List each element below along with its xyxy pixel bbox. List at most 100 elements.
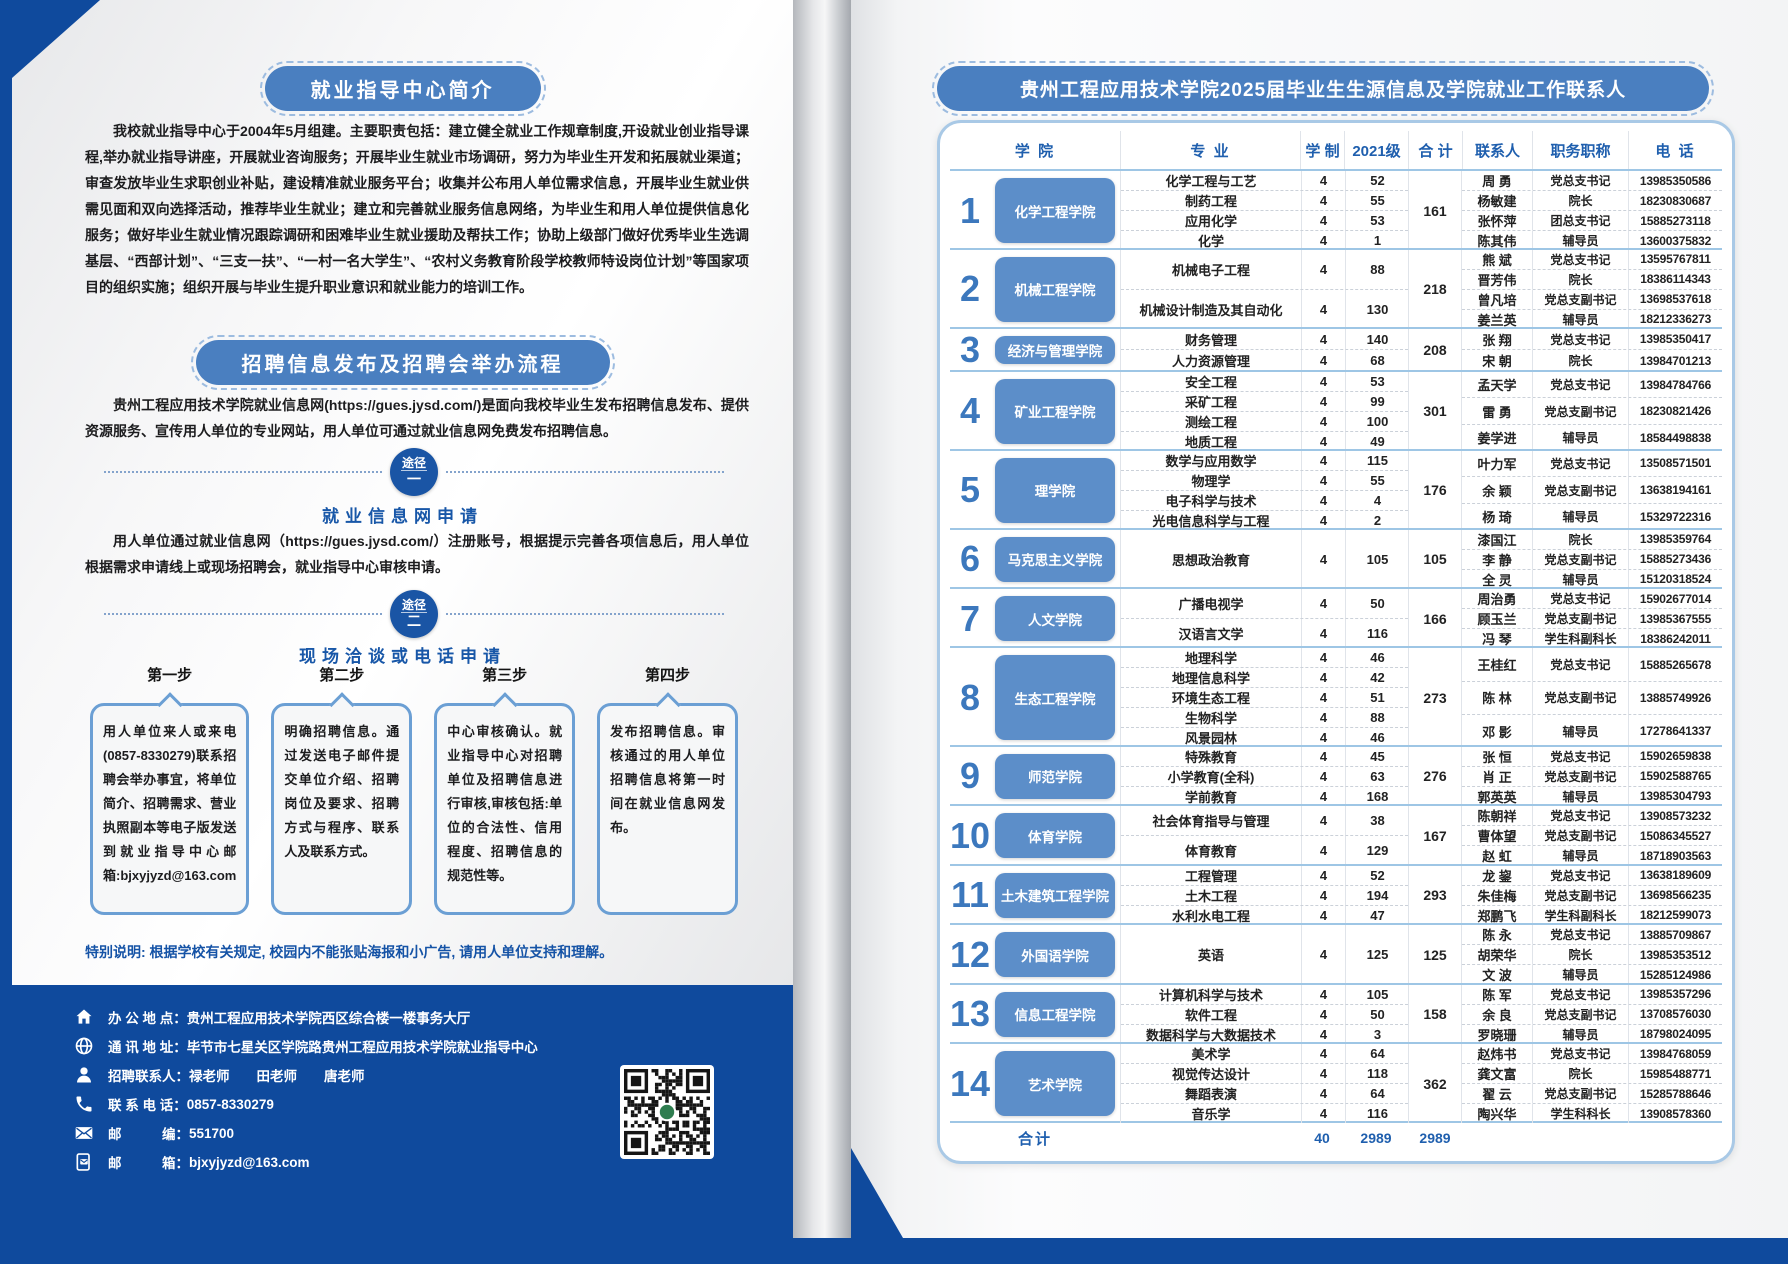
contact-row: 姜兰英 辅导员 18212336273: [1462, 308, 1722, 329]
contacts-column: 赵炜书 党总支书记 13984768059 龚文富 院长 15985488771 翟 云党总…: [1462, 1044, 1722, 1124]
major-row: 美术学 4 64: [1121, 1044, 1408, 1064]
step-1-text: 用人单位来人或来电(0857-8330279)联系招聘会举办事宜，将单位简介、招…: [103, 724, 237, 883]
step-3-bubble: 中心审核确认。就业指导中心对招聘单位及招聘信息进行审核,审核包括:单位的合法性、…: [434, 703, 576, 915]
major-row: 制药工程 4 55: [1121, 190, 1408, 210]
major-years: 4: [1301, 925, 1345, 985]
college-badge: 化学工程学院: [995, 178, 1115, 243]
contact-title: 辅导员: [1532, 569, 1628, 589]
table-group: 7 人文学院 广播电视学 4 50 汉语言文学 4 116 166 周治勇 党总支书记 1590267…: [950, 587, 1722, 649]
contact-row: 陈朝祥 党总支书记 13908573232: [1462, 806, 1722, 826]
contact-title: 团总支书记: [1532, 211, 1628, 230]
contact-title: 辅导员: [1532, 786, 1628, 806]
college-badge: 土木建筑工程学院: [995, 872, 1115, 918]
major-years: 4: [1301, 411, 1345, 431]
contact-phone: 18212336273: [1628, 309, 1722, 329]
section2-intro: 贵州工程应用技术学院就业信息网(https://gues.jysd.com/)是…: [85, 397, 749, 439]
contact-name: 余 颖: [1482, 483, 1512, 499]
major-years: 4: [1301, 231, 1345, 250]
contact-title: 院长: [1532, 945, 1628, 965]
majors-column: 特殊教育 4 45 小学教育(全科) 4 63 学前教育 4 168: [1120, 746, 1408, 806]
contact-phone: 18718903563: [1628, 846, 1722, 866]
major-count: 38: [1345, 806, 1409, 836]
major-count: 125: [1345, 925, 1409, 985]
table-group: 9 师范学院 特殊教育 4 45 小学教育(全科) 4 63 学前教育 4 168 276 张 恒党总支…: [950, 744, 1722, 806]
contact-phone: 13698537618: [1628, 289, 1722, 309]
major-count: 105: [1345, 529, 1409, 589]
major-row: 音乐学 4 116: [1121, 1103, 1408, 1124]
contact-row: 周治勇 党总支书记 15902677014: [1462, 589, 1722, 609]
contact-phone: 15285124986: [1628, 965, 1722, 985]
footer-mail-address: 通 讯 地 址： 毕节市七星关区学院路贵州工程应用技术学院就业指导中心: [74, 1036, 538, 1056]
contact-phone: 17278641337: [1628, 715, 1722, 748]
contact-phone: 13885709867: [1628, 925, 1722, 945]
major-years: 4: [1301, 589, 1345, 619]
major-row: 化学 4 1: [1121, 230, 1408, 250]
grand-total-count: 2989: [1419, 1130, 1451, 1146]
major-years: 4: [1301, 806, 1345, 836]
major-count: 115: [1345, 450, 1409, 470]
major-years: 4: [1301, 1104, 1345, 1124]
header-title: 职务职称: [1532, 131, 1628, 169]
contact-title: 党总支副书记: [1532, 398, 1628, 425]
contact-row: 陈 林 党总支副书记 13885749926: [1462, 680, 1722, 715]
major-count: 68: [1345, 350, 1409, 371]
major-years: 4: [1301, 648, 1345, 668]
major-name: 地理科学: [1184, 651, 1237, 667]
major-name: 特殊教育: [1184, 749, 1237, 765]
major-years: 4: [1301, 529, 1345, 589]
contact-title: 辅导员: [1532, 965, 1628, 985]
footer-label: 办 公 地 点：: [108, 1011, 187, 1026]
contact-name: 宋 朝: [1482, 354, 1512, 370]
major-years: 4: [1301, 836, 1345, 866]
footer-email: 邮 箱： bjxyjyzd@163.com: [74, 1152, 309, 1172]
majors-column: 工程管理 4 52 土木工程 4 194 水利水电工程 4 47: [1120, 865, 1408, 925]
qr-code: [620, 1065, 714, 1159]
contact-title: 党总支书记: [1532, 984, 1628, 1004]
contact-row: 余 颖 党总支副书记 13638194161: [1462, 476, 1722, 503]
contact-row: 文 波 辅导员 15285124986: [1462, 964, 1722, 985]
contacts-column: 王桂红 党总支书记 15885265678 陈 林党总支副书记 13885749926 邓…: [1462, 648, 1722, 748]
major-count: 49: [1345, 431, 1409, 451]
special-note: 特别说明: 根据学校有关规定, 校园内不能张贴海报和小广告, 请用人单位支持和理…: [85, 944, 614, 960]
group-total: 158: [1408, 984, 1462, 1044]
step-4-text: 发布招聘信息。审核通过的用人单位招聘信息将第一时间在就业信息网发布。: [610, 724, 725, 835]
contact-phone: 18230830687: [1628, 191, 1722, 210]
college-badge: 人文学院: [995, 596, 1115, 642]
path2-badge-top: 途径: [401, 597, 426, 612]
contact-phone: 15885273118: [1628, 211, 1722, 230]
group-number: 14: [949, 1062, 991, 1104]
contact-row: 杨 琦 辅导员 15329722316: [1462, 503, 1722, 530]
header-major: 专 业: [1120, 131, 1300, 169]
contact-phone: 13985353512: [1628, 945, 1722, 965]
contact-title: 党总支书记: [1532, 171, 1628, 190]
major-name: 体育教育: [1184, 844, 1237, 860]
major-years: 4: [1301, 766, 1345, 786]
contact-footer: 办 公 地 点： 贵州工程应用技术学院西区综合楼一楼事务大厅 通 讯 地 址： …: [12, 985, 793, 1264]
contact-row: 郭英英 辅导员 13985304793: [1462, 785, 1722, 806]
majors-column: 化学工程与工艺 4 52 制药工程 4 55 应用化学 4 53 化学 4 1: [1120, 171, 1408, 250]
major-count: 100: [1345, 411, 1409, 431]
contact-phone: 13985367555: [1628, 609, 1722, 629]
contact-row: 孟天学 党总支书记 13984784766: [1462, 371, 1722, 398]
major-name: 音乐学: [1191, 1107, 1231, 1123]
contact-name: 叶力军: [1477, 456, 1517, 472]
path2-badge: 途径 二: [390, 590, 438, 638]
footer-value: 毕节市七星关区学院路贵州工程应用技术学院就业指导中心: [186, 1040, 538, 1055]
table-group: 3 经济与管理学院 财务管理 4 140 人力资源管理 4 68 208 张 翔 党总支书记 1398…: [950, 326, 1722, 371]
contact-name: 曹体望: [1477, 829, 1517, 845]
contact-title: 辅导员: [1532, 425, 1628, 451]
group-total: 208: [1408, 328, 1462, 371]
major-years: 4: [1301, 350, 1345, 371]
major-count: 99: [1345, 391, 1409, 411]
contacts-column: 孟天学 党总支书记 13984784766 雷 勇党总支副书记 18230821426 姜…: [1462, 371, 1722, 451]
contact-row: 陈其伟 辅导员 13600375832: [1462, 230, 1722, 250]
contact-title: 党总支书记: [1532, 746, 1628, 766]
group-total: 273: [1408, 648, 1462, 748]
contact-phone: 13985357296: [1628, 984, 1722, 1004]
major-name: 生物科学: [1184, 711, 1237, 727]
contact-row: 杨敏建 院长 18230830687: [1462, 190, 1722, 210]
major-name: 安全工程: [1184, 374, 1237, 390]
major-count: 1: [1345, 231, 1409, 250]
contact-phone: 13985304793: [1628, 786, 1722, 806]
major-years: 4: [1301, 470, 1345, 490]
